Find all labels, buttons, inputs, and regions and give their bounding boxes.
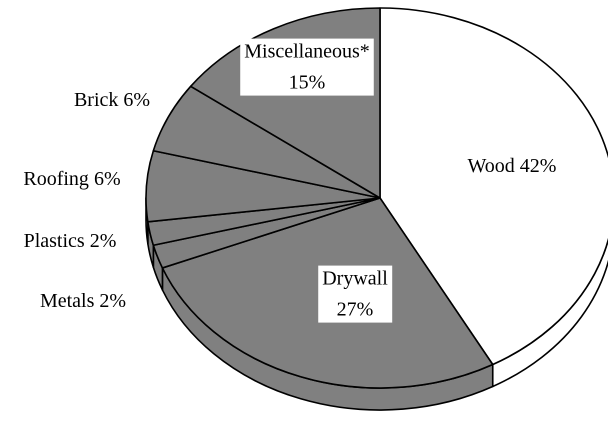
value-label: 6% bbox=[123, 89, 150, 111]
category-label: Roofing bbox=[23, 168, 89, 190]
value-label: 42% bbox=[520, 155, 557, 177]
slice-label: Drywall 27% bbox=[318, 265, 393, 323]
slice-label: Wood 42% bbox=[468, 155, 557, 177]
slice-label: Plastics 2% bbox=[24, 230, 117, 252]
value-label: 6% bbox=[94, 168, 121, 190]
slice-label: Miscellaneous* 15% bbox=[240, 38, 374, 96]
slice-label: Metals 2% bbox=[40, 290, 126, 312]
label-background bbox=[240, 38, 374, 96]
slice-label-text: Brick 6% bbox=[74, 89, 150, 111]
slice-label-text: Wood 42% bbox=[468, 155, 557, 177]
category-label: Metals bbox=[40, 290, 95, 312]
slice bbox=[379, 7, 608, 366]
category-label: Wood bbox=[468, 155, 515, 177]
slice-label-text: Metals 2% bbox=[40, 290, 126, 312]
category-label: Plastics bbox=[24, 230, 85, 252]
category-label: Drywall bbox=[322, 268, 388, 290]
value-label: 2% bbox=[90, 230, 117, 252]
category-label: Miscellaneous* bbox=[244, 41, 370, 63]
value-label: 2% bbox=[99, 290, 126, 312]
slice-label: Roofing 6% bbox=[23, 168, 120, 190]
label-background bbox=[318, 265, 393, 323]
value-label: 15% bbox=[289, 72, 326, 94]
slice-label-text: Plastics 2% bbox=[24, 230, 117, 252]
category-label: Brick bbox=[74, 89, 118, 111]
slice-label-text: Roofing 6% bbox=[23, 168, 120, 190]
value-label: 27% bbox=[337, 299, 374, 321]
slice-label: Brick 6% bbox=[74, 89, 150, 111]
